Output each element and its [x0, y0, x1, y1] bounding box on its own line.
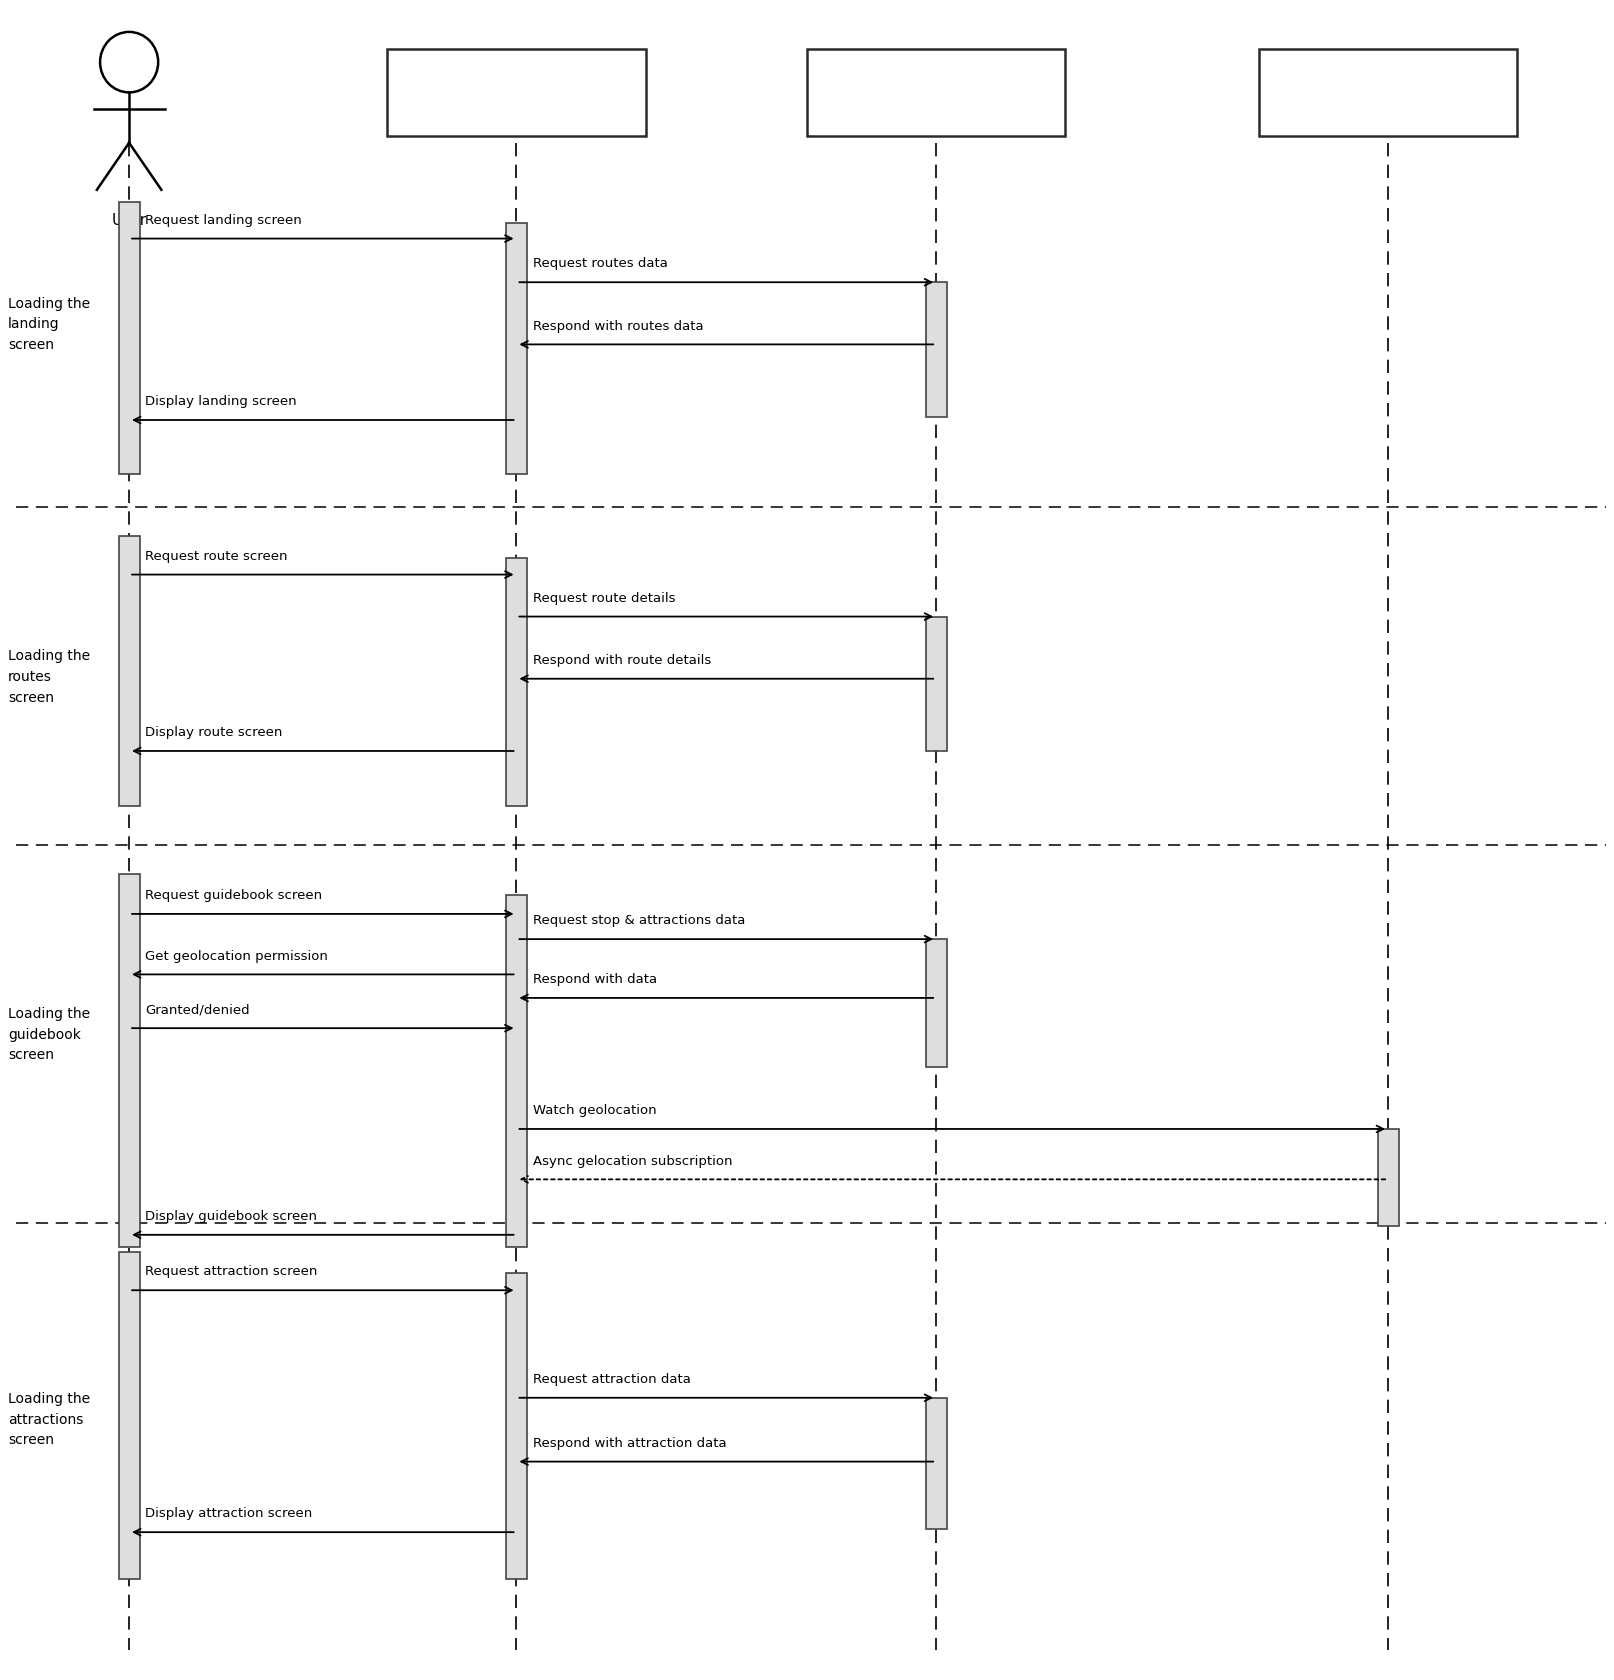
Bar	[119, 202, 139, 474]
Bar	[1259, 49, 1517, 136]
Bar	[119, 1252, 139, 1579]
Text: Request attraction data: Request attraction data	[533, 1373, 691, 1386]
Text: Watch geolocation: Watch geolocation	[533, 1104, 657, 1117]
Text: Request guidebook screen: Request guidebook screen	[145, 889, 323, 902]
Text: Request route screen: Request route screen	[145, 549, 287, 563]
Text: Display landing screen: Display landing screen	[145, 395, 297, 408]
Bar	[507, 895, 526, 1247]
Text: Loading the
attractions
screen: Loading the attractions screen	[8, 1393, 90, 1446]
Text: Request routes data: Request routes data	[533, 257, 668, 270]
Bar	[807, 49, 1065, 136]
Text: Respond with data: Respond with data	[533, 973, 657, 986]
Text: Request attraction screen: Request attraction screen	[145, 1265, 318, 1278]
Bar	[119, 874, 139, 1247]
Text: Loading the
landing
screen: Loading the landing screen	[8, 297, 90, 351]
Bar	[119, 536, 139, 806]
Text: Respond with attraction data: Respond with attraction data	[533, 1436, 726, 1450]
Text: Request stop & attractions data: Request stop & attractions data	[533, 914, 746, 927]
Text: Device APIs: Device APIs	[1343, 86, 1433, 99]
Text: Get geolocation permission: Get geolocation permission	[145, 949, 328, 963]
Bar	[926, 282, 946, 417]
Text: Loading the
guidebook
screen: Loading the guidebook screen	[8, 1008, 90, 1062]
Bar	[926, 939, 946, 1067]
Text: Async gelocation subscription: Async gelocation subscription	[533, 1154, 733, 1168]
Bar	[387, 49, 646, 136]
Text: Data Store: Data Store	[896, 86, 976, 99]
Text: Loading the
routes
screen: Loading the routes screen	[8, 650, 90, 704]
Text: Display guidebook screen: Display guidebook screen	[145, 1210, 318, 1223]
Text: Request route details: Request route details	[533, 591, 675, 605]
Bar	[926, 1398, 946, 1529]
Bar	[507, 223, 526, 474]
Bar	[507, 558, 526, 806]
Bar	[507, 1273, 526, 1579]
Text: Granted/denied: Granted/denied	[145, 1003, 250, 1016]
Bar	[926, 617, 946, 751]
Text: Display route screen: Display route screen	[145, 726, 282, 739]
Text: Mobile Application: Mobile Application	[445, 86, 587, 99]
Text: Display attraction screen: Display attraction screen	[145, 1507, 313, 1520]
Text: Request landing screen: Request landing screen	[145, 213, 302, 227]
Text: Respond with route details: Respond with route details	[533, 654, 710, 667]
Bar	[1378, 1129, 1398, 1226]
Text: Respond with routes data: Respond with routes data	[533, 319, 704, 333]
Text: User: User	[111, 213, 147, 228]
